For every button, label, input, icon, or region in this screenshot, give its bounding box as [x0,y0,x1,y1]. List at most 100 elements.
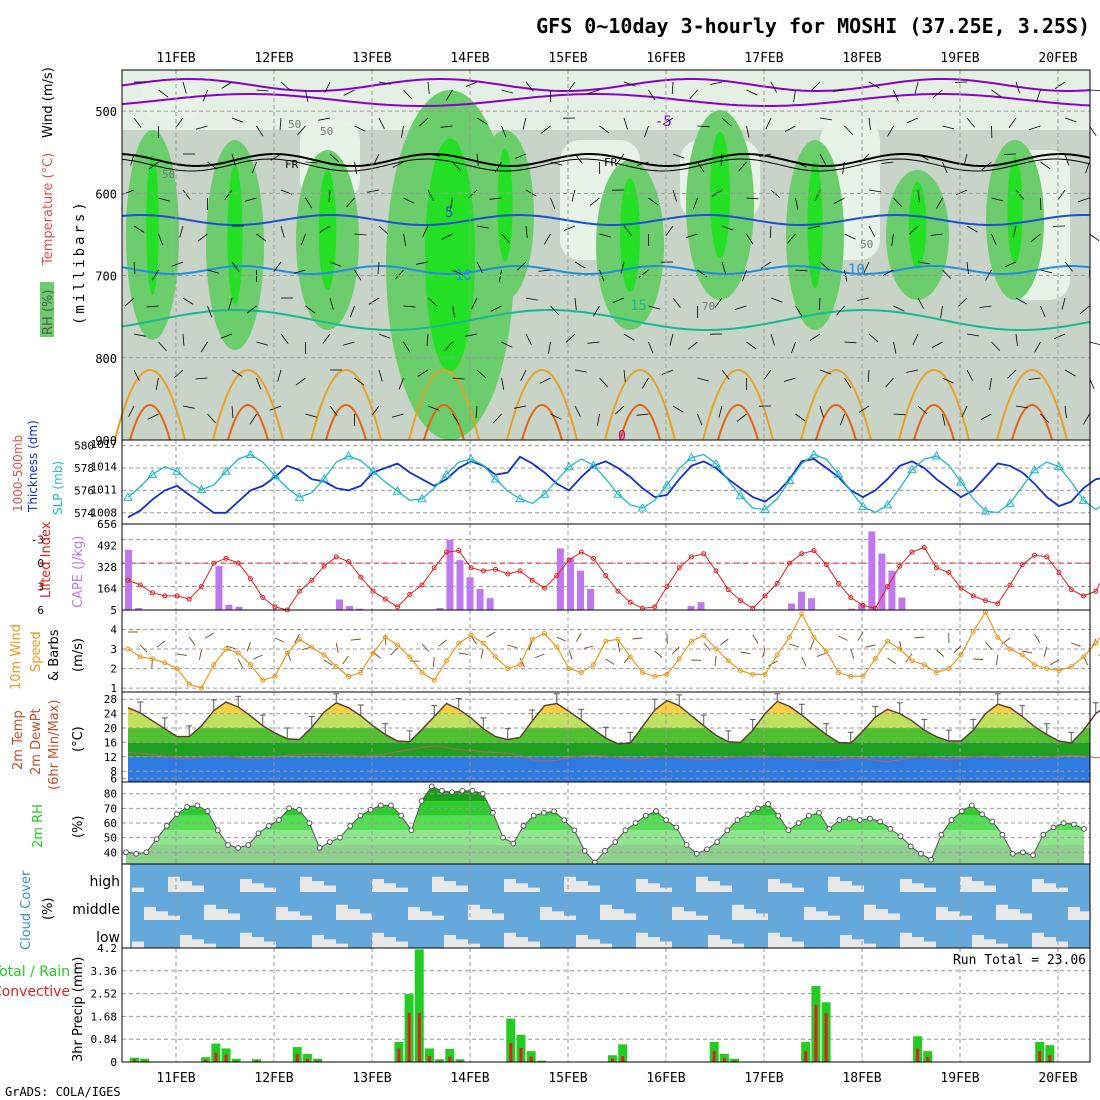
cloud-bar [168,876,180,892]
wind-barb [318,117,331,121]
temp-line [127,699,1100,745]
wind-barb [354,125,366,132]
wind-barb [465,333,478,337]
rh-marker [377,802,384,809]
precip-convective-bar [417,1013,421,1062]
wind10-marker [248,662,253,668]
wind10-barb [342,655,349,665]
precip-total-bar [608,1055,617,1062]
wind10-marker [493,654,498,660]
rh-marker [612,839,619,845]
cloud-bar [600,943,612,948]
cloud-bar [600,904,612,920]
wind-barb [305,197,313,209]
cloud-bar [744,909,756,920]
rh-marker [469,787,476,794]
precip-label-b: Convective [0,984,70,1000]
wind-barb [857,297,870,301]
wind-barb [623,225,632,236]
cloud-bar [720,939,732,948]
cape-label: CAPE (J/kg) [71,536,86,608]
lifted-marker [725,587,731,593]
wind-barb [175,117,184,128]
rh-marker [836,817,843,823]
rh-marker [632,820,639,826]
wind-barb [445,89,453,101]
rh-marker [316,844,323,851]
wind10-marker [444,658,449,664]
wind-barb [714,297,723,308]
wind-barb [718,405,723,418]
cloud-bar [960,915,972,920]
wind10-marker [1007,646,1013,652]
wind-tick: 2 [110,663,117,676]
wind10-marker [627,654,633,660]
wind-barb [501,89,514,94]
precip-convective-bar [224,1054,228,1062]
cloud-bar [408,906,420,920]
lifted-tick: -3 [31,534,44,547]
rh-marker [795,820,802,826]
contour-label: 5 [445,205,453,221]
cloud-bar [888,913,900,920]
wind-barb [844,125,854,135]
temp-contour-20 [702,369,774,441]
wind10-marker [676,656,682,662]
temp-contour-15 [121,309,1091,331]
contour-label: FR [285,158,299,171]
wind-barb [665,225,674,236]
wind10-marker [284,650,290,656]
lifted-marker [897,563,903,569]
wind-barb [256,341,269,346]
wind-barb [623,369,626,382]
wind-barb [416,261,429,265]
wind-barb [991,197,1004,202]
precip-convective-bar [397,1048,401,1062]
wind-barb [891,233,894,246]
lifted-marker [358,574,364,580]
wind-barb [398,377,404,390]
wind-barb [917,405,928,415]
rh-marker [653,808,659,815]
thickness-tick: 580 [74,440,94,453]
thickness-line [127,455,1100,519]
cloud-bar [924,887,936,892]
temp-contour-25 [619,404,661,441]
wind-barb [942,269,952,279]
contour-label: 15 [630,298,647,314]
rh-marker [123,849,129,856]
wind-barb [720,153,723,167]
cloud-bar [468,943,480,948]
precip-convective-bar [1038,1051,1042,1062]
wind-barb [231,153,236,166]
wind-barb [932,89,943,98]
precip-tick: 1.68 [91,1010,118,1023]
slp-marker [392,486,403,495]
precip-tick: 4.2 [97,942,117,955]
temp-contour-20 [310,369,382,441]
cloud-bar [648,937,660,948]
wind-barb [961,405,968,418]
wind-barb [490,305,502,312]
wind-barb [1085,161,1090,174]
lifted-marker [689,554,694,560]
cloud-bar [336,943,348,948]
wind-barb [197,233,208,242]
cloud-bar [264,887,276,892]
wind10-barb [253,654,263,660]
wind-barb [133,369,140,381]
wind-barb [538,269,551,272]
precip-convective-bar [926,1057,930,1062]
wind-barb [746,341,757,350]
wind-barb [441,233,453,240]
cloud-bar [192,939,204,948]
wind-barb [599,377,608,388]
rh-marker [500,834,506,841]
lifted-marker [970,593,976,599]
wind-barb [1040,161,1051,170]
wind-barb [427,297,438,307]
wind10-barb [274,637,285,643]
cloud-bar [636,932,648,948]
contour-label: 0 [618,429,626,444]
cloud-bar [708,881,720,892]
